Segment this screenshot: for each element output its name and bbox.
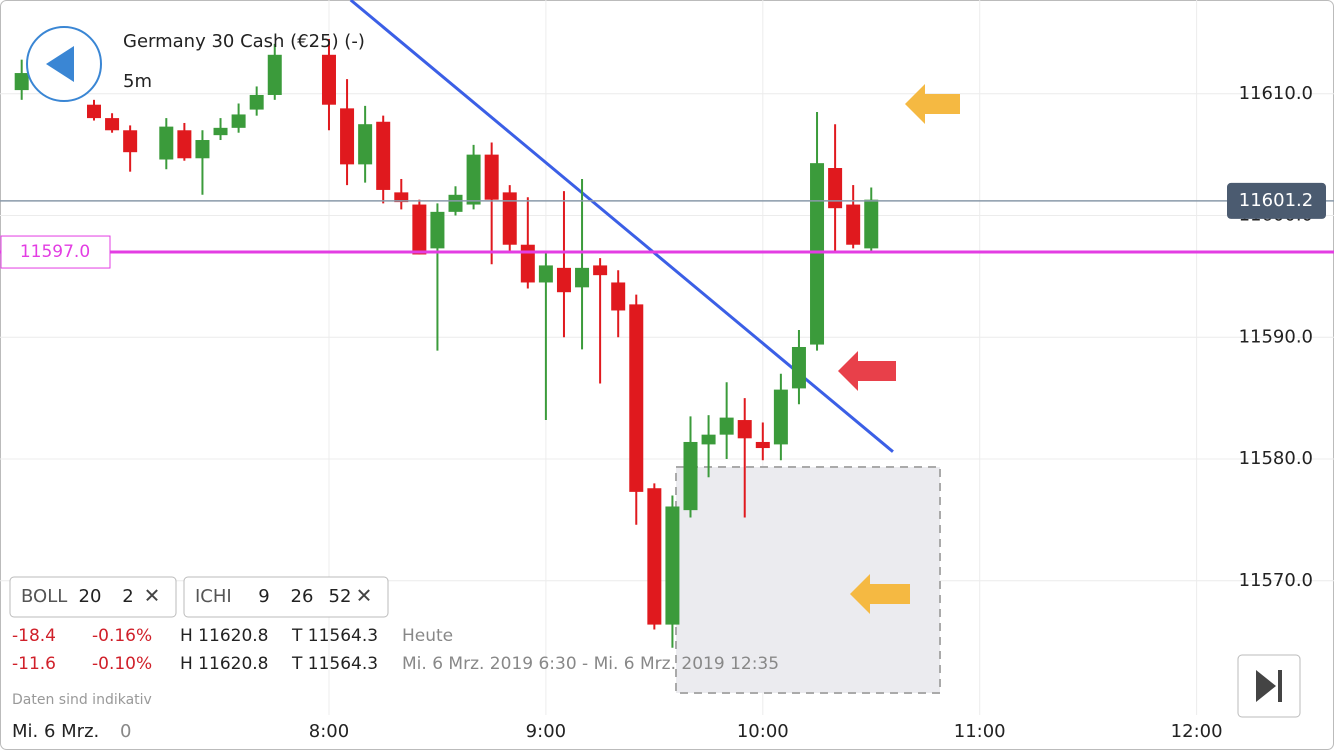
candle-body [556,267,571,293]
candle-body [810,163,825,345]
back-button[interactable] [26,26,102,102]
back-icon[interactable] [46,46,74,82]
x-tick-label: 11:00 [954,721,1006,742]
candle-body [358,124,373,165]
chip-close[interactable]: ✕ [144,584,161,608]
chip-param[interactable]: 52 [329,586,352,607]
arrow-marker [850,574,910,614]
candle-body [14,73,29,91]
candle-body [846,204,861,245]
price-label: 11601.2 [1239,190,1313,211]
candle-body [267,54,282,95]
candle-body [755,441,770,449]
candle-body [647,488,662,625]
candle-body [484,154,499,200]
chip-name[interactable]: ICHI [195,586,232,607]
price-label-box [1227,182,1326,219]
arrow-marker [838,351,896,391]
y-tick-label: 11580.0 [1239,448,1313,469]
candle-body [159,126,174,160]
date-label: Mi. 6 Mrz. [12,721,99,742]
level-label: 11597.0 [20,242,90,262]
chip-param[interactable]: 2 [122,586,133,607]
title: Germany 30 Cash (€25) (-) [123,31,365,52]
candle-body [593,265,608,276]
end-button[interactable] [1237,654,1301,718]
partial-tick: 0 [120,721,131,742]
candle-body [394,192,409,203]
stat-value: T 11564.3 [291,626,378,646]
candle-body [195,140,210,159]
stat-value: H 11620.8 [180,654,269,674]
stat-value: -0.16% [92,626,152,646]
x-tick-label: 12:00 [1171,721,1223,742]
stat-value: -11.6 [12,654,56,674]
candle-body [737,420,752,439]
candle-body [538,265,553,283]
candle-body [86,104,101,119]
end-icon-bar[interactable] [1278,670,1282,702]
chip-close[interactable]: ✕ [356,584,373,608]
chip-box[interactable] [183,576,389,618]
arrow-marker [905,84,960,124]
candle-body [502,192,517,245]
candle-body [773,389,788,445]
chip-param[interactable]: 20 [79,586,102,607]
candle-body [611,282,626,311]
candle-body [828,168,843,209]
stat-value: -0.10% [92,654,152,674]
x-tick-label: 9:00 [526,721,566,742]
y-tick-label: 11590.0 [1239,326,1313,347]
candle-body [629,304,644,492]
candle-body [249,94,264,110]
candle-body [105,118,120,131]
selection-box [675,466,941,694]
candle-body [466,154,481,205]
candle-body [791,346,806,389]
candle-body [520,244,535,283]
chip-name[interactable]: BOLL [21,586,67,607]
end-icon[interactable] [1256,670,1276,702]
x-tick-label: 10:00 [737,721,789,742]
stat-value: H 11620.8 [180,626,269,646]
candle-body [448,194,463,212]
candle-body [231,114,246,128]
candle-body [177,130,192,159]
stat-value: Heute [402,626,453,646]
chip-box[interactable] [9,576,177,618]
indicator-chip[interactable]: ICHI 9 26 52 ✕ [183,576,389,618]
level-label-box [0,235,111,269]
x-tick-label: 8:00 [309,721,349,742]
candle-body [665,506,680,625]
stat-value: -18.4 [12,626,56,646]
candle-body [376,121,391,190]
candle-body [719,417,734,435]
stat-value: Mi. 6 Mrz. 2019 6:30 - Mi. 6 Mrz. 2019 1… [402,654,779,674]
candle-body [864,199,879,249]
note: Daten sind indikativ [12,692,152,708]
interval: 5m [123,71,152,92]
candle-body [430,211,445,249]
candle-body [575,267,590,288]
candle-body [213,127,228,136]
indicator-chip[interactable]: BOLL 20 2 ✕ [9,576,177,618]
candle-body [412,204,427,255]
candle-body [701,434,716,445]
candle-body [123,130,138,153]
chip-param[interactable]: 26 [291,586,314,607]
y-tick-label: 11570.0 [1239,570,1313,591]
stat-value: T 11564.3 [291,654,378,674]
candle-body [340,108,355,165]
chip-param[interactable]: 9 [258,586,269,607]
candle-body [321,54,336,105]
y-tick-label: 11610.0 [1239,83,1313,104]
candle-body [683,441,698,511]
